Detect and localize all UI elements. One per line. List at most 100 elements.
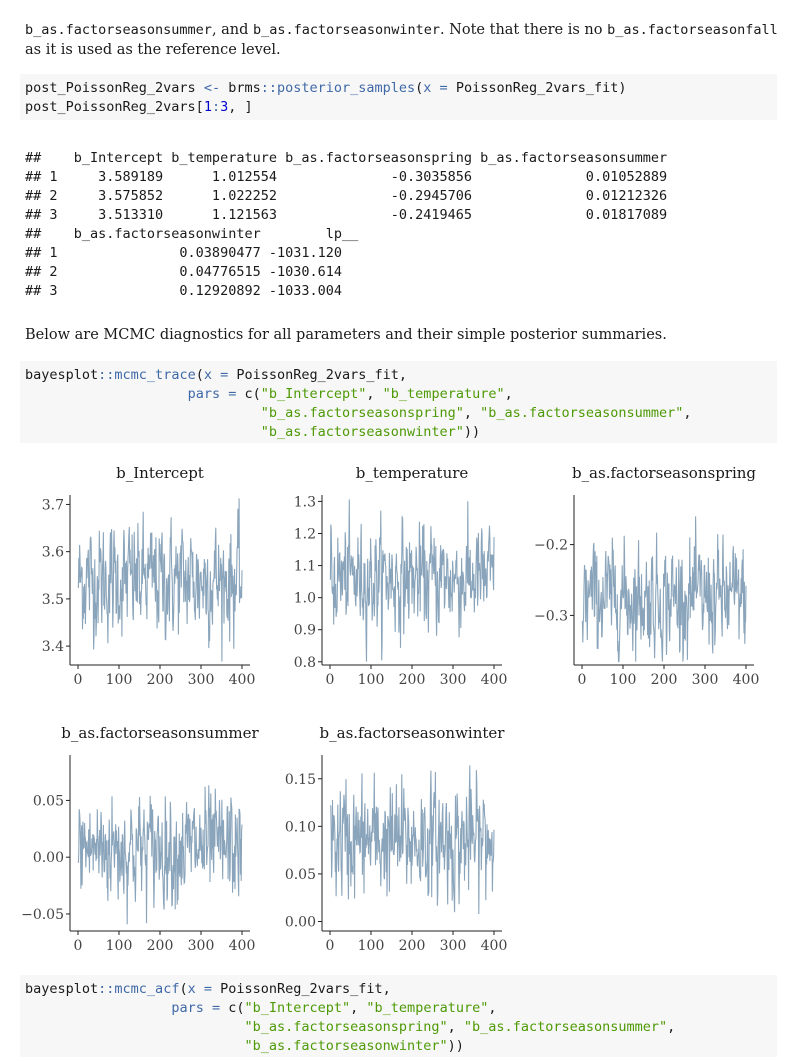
x-tick-label: 300 — [692, 672, 719, 688]
trace-line — [329, 765, 495, 915]
code-token: PoissonReg_2vars_fit, — [228, 367, 408, 383]
output-line: ## 2 3.575852 1.022252 -0.2945706 0.0121… — [25, 188, 668, 204]
output-line: ## 2 0.04776515 -1030.614 — [25, 264, 342, 280]
chart-title: b_as.factorseasonwinter — [320, 724, 506, 742]
output-line: ## 1 3.589189 1.012554 -0.3035856 0.0105… — [25, 169, 668, 185]
y-tick-label: 0.8 — [294, 655, 316, 671]
inline-code: b_as.factorseasonfall — [607, 22, 778, 38]
y-tick-label: 1.3 — [294, 494, 316, 510]
y-tick-label: −0.3 — [534, 608, 568, 624]
chart-title: b_as.factorseasonspring — [572, 464, 756, 482]
code-token: :: — [98, 367, 115, 383]
code-token: pars = — [171, 1000, 221, 1016]
y-tick-label: 0.10 — [285, 819, 316, 835]
code-token: <- — [203, 80, 221, 96]
trace-line — [77, 785, 243, 925]
y-tick-label: 1.2 — [294, 526, 316, 542]
x-tick-label: 200 — [399, 938, 426, 954]
x-tick-label: 0 — [578, 672, 587, 688]
x-tick-label: 0 — [74, 938, 83, 954]
code-token: "b_Intercept" — [260, 386, 367, 402]
code-token: "b_as.factorseasonspring" — [244, 1019, 448, 1035]
x-tick-label: 300 — [188, 672, 215, 688]
code-token: "b_as.factorseasonsummer" — [480, 405, 684, 421]
code-token: PoissonReg_2vars_fit) — [447, 80, 627, 96]
code-token: : — [211, 99, 221, 115]
r-output: ## b_Intercept b_temperature b_as.factor… — [25, 149, 667, 301]
code-token: "b_as.factorseasonwinter" — [244, 1038, 448, 1054]
code-token: ( — [415, 80, 424, 96]
code-block-mcmc-trace: bayesplot::mcmc_trace(x = PoissonReg_2va… — [20, 361, 777, 443]
code-token: x = — [203, 367, 229, 383]
x-tick-label: 400 — [229, 938, 256, 954]
trace-line — [77, 498, 243, 662]
y-tick-label: 0.00 — [285, 914, 316, 930]
code-token: "b_temperature" — [382, 386, 505, 402]
code-token: 3 — [220, 99, 229, 115]
code-token: )) — [463, 424, 481, 440]
chart-title: b_Intercept — [116, 464, 204, 482]
text-span: . Note that there is no — [439, 22, 608, 38]
code-token: :: — [98, 981, 115, 997]
chart-title: b_temperature — [356, 464, 469, 482]
x-tick-label: 0 — [74, 672, 83, 688]
y-tick-label: 1.0 — [294, 591, 316, 607]
code-token: "b_temperature" — [366, 1000, 489, 1016]
text-span: as it is used as the reference level. — [25, 42, 281, 58]
code-token: , ] — [228, 99, 253, 115]
x-tick-label: 400 — [229, 672, 256, 688]
x-tick-label: 100 — [358, 938, 385, 954]
output-line: ## b_as.factorseasonwinter lp__ — [25, 226, 359, 242]
code-block-posterior-samples: post_PoissonReg_2vars <- brms::posterior… — [20, 74, 777, 120]
y-tick-label: −0.2 — [534, 538, 568, 554]
code-token: 1 — [203, 99, 212, 115]
code-token: "b_as.factorseasonspring" — [260, 405, 464, 421]
code-token: brms — [220, 80, 261, 96]
code-token: )) — [447, 1038, 464, 1054]
x-tick-label: 300 — [440, 672, 467, 688]
x-tick-label: 200 — [147, 938, 174, 954]
code-token: "b_as.factorseasonsummer" — [463, 1019, 668, 1035]
y-tick-label: 3.4 — [42, 639, 64, 655]
y-tick-label: 0.05 — [33, 793, 64, 809]
text-span: , and — [211, 22, 254, 38]
output-line: ## 3 0.12920892 -1033.004 — [25, 283, 342, 299]
x-tick-label: 100 — [106, 938, 133, 954]
x-tick-label: 400 — [733, 672, 760, 688]
code-block-mcmc-acf: bayesplot::mcmc_acf(x = PoissonReg_2vars… — [20, 975, 777, 1057]
y-tick-label: 3.7 — [42, 497, 64, 513]
inline-code: b_as.factorseasonsummer — [25, 22, 212, 38]
code-token: x = — [187, 981, 212, 997]
code-token: :: — [260, 80, 277, 96]
y-tick-label: 0.15 — [285, 772, 316, 788]
code-token: "b_as.factorseasonwinter" — [260, 424, 464, 440]
x-tick-label: 400 — [481, 938, 508, 954]
trace-plots: b_Intercept 3.4 3.5 3.6 3.7 0 100 200 300 400 b_te… — [21, 464, 760, 954]
chart-title: b_as.factorseasonsummer — [61, 724, 259, 742]
output-line: ## 1 0.03890477 -1031.120 — [25, 245, 342, 261]
code-token: c( — [220, 1000, 245, 1016]
code-token: post_PoissonReg_2vars[ — [25, 99, 204, 115]
code-token: "b_Intercept" — [244, 1000, 351, 1016]
y-tick-label: −0.05 — [21, 907, 64, 923]
x-tick-label: 200 — [399, 672, 426, 688]
x-tick-label: 100 — [610, 672, 637, 688]
x-tick-label: 0 — [326, 672, 335, 688]
code-token: pars = — [187, 386, 237, 402]
output-line: ## 3 3.513310 1.121563 -0.2419465 0.0181… — [25, 207, 668, 223]
code-token: x = — [423, 80, 448, 96]
x-tick-label: 0 — [326, 938, 335, 954]
code-token: posterior_samples — [276, 80, 416, 96]
code-token: c( — [236, 386, 261, 402]
intro-paragraph: b_as.factorseasonsummer, and b_as.factor… — [25, 20, 785, 60]
code-token: mcmc_acf — [114, 981, 180, 997]
code-token: post_PoissonReg_2vars — [25, 80, 204, 96]
inline-code: b_as.factorseasonwinter — [253, 22, 440, 38]
code-token: bayesplot — [25, 981, 99, 997]
diagnostics-paragraph: Below are MCMC diagnostics for all param… — [25, 327, 667, 343]
trace-line — [329, 499, 495, 662]
x-tick-label: 300 — [188, 938, 215, 954]
y-tick-label: 0.9 — [294, 623, 316, 639]
y-tick-label: 3.6 — [42, 545, 64, 561]
x-tick-label: 400 — [481, 672, 508, 688]
